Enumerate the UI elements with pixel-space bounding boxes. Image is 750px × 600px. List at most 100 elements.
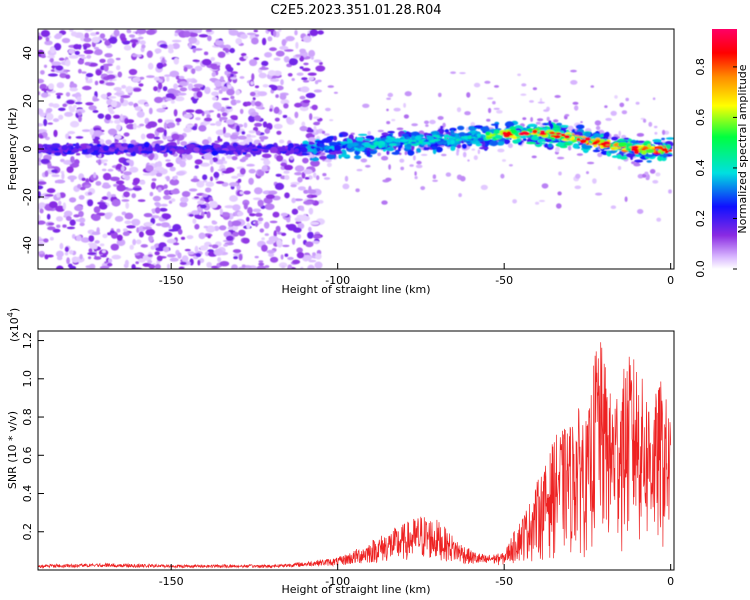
spectrogram-blob (333, 135, 338, 142)
spectrogram-blob (586, 171, 589, 175)
spectrogram-blob (210, 57, 215, 61)
spectrogram-blob (463, 139, 467, 143)
spectrogram-blob (174, 96, 185, 102)
spectrogram-blob (653, 125, 658, 129)
spectrogram-blob (381, 200, 388, 205)
spectrogram-blob (531, 135, 539, 141)
spectrogram-blob (456, 143, 462, 149)
spectrogram-blob (244, 141, 251, 144)
spectrogram-blob (270, 256, 279, 263)
spectrogram-blob (532, 129, 538, 134)
spectrogram-blob (365, 164, 371, 168)
spectrogram-blob (104, 261, 108, 264)
spectrogram-blob (68, 136, 72, 139)
spectrogram-blob (146, 50, 153, 58)
spectrogram-blob (257, 199, 264, 207)
spectrogram-blob (153, 136, 161, 140)
spectrogram-blob (280, 212, 288, 217)
spectrogram-blob (160, 203, 168, 207)
spectrogram-blob (152, 209, 156, 214)
spectrogram-blob (135, 261, 139, 265)
spectrogram-blob (654, 131, 658, 135)
spectrogram-blob (87, 199, 94, 207)
spectrogram-blob (107, 96, 117, 99)
spectrogram-blob (269, 108, 273, 112)
spectrogram-blob (120, 96, 124, 104)
spectrogram-blob (94, 240, 100, 244)
spectrogram-blob (138, 231, 144, 238)
spectrogram-blob (97, 113, 105, 119)
spectrogram-blob (185, 154, 193, 160)
spectrogram-blob (635, 101, 640, 105)
spectrogram-blob (235, 37, 242, 45)
spectrogram-blob (261, 244, 268, 252)
spectrogram-blob (70, 178, 74, 183)
spectrogram-blob (191, 87, 201, 92)
spectrogram-blob (243, 202, 248, 210)
spectrogram-blob (471, 148, 476, 151)
spectrogram-blob (84, 61, 91, 66)
spectrogram-blob (143, 213, 153, 218)
spectrogram-blob (169, 70, 180, 78)
spectrogram-blob (494, 134, 503, 140)
spectrogram-blob (211, 221, 218, 225)
spectrogram-blob (253, 29, 258, 33)
spectrogram-blob (398, 134, 403, 137)
spectrogram-blob (514, 138, 522, 143)
spectrogram-blob (168, 200, 173, 204)
spectrogram-blob (552, 127, 561, 132)
spectrogram-blob (649, 169, 656, 174)
spectrogram-blob (441, 153, 447, 157)
spectrogram-blob (203, 225, 208, 229)
spectrogram-panel: -150 -100 -50 0 -40 -20 0 20 40 Height of strai… (6, 28, 675, 296)
spectrogram-blob (246, 32, 256, 36)
spectrogram-blob (40, 92, 49, 98)
spectrogram-blob (239, 108, 244, 114)
spectrogram-blob (78, 54, 86, 57)
spectrogram-blob (116, 65, 121, 71)
spectrogram-blob (201, 58, 212, 66)
spectrogram-blob (69, 162, 80, 168)
spectrogram-blob (64, 246, 69, 253)
spectrogram-blob (283, 56, 290, 63)
spectrogram-blob (204, 211, 208, 215)
spectrogram-blob (81, 56, 87, 60)
colorbar-tick-label: 0.4 (694, 159, 707, 177)
spectrogram-blob (432, 174, 437, 179)
spectrogram-blob (206, 261, 212, 268)
spectrogram-blob (71, 148, 80, 154)
spectrogram-blob (81, 144, 87, 150)
spectrogram-blob (404, 91, 412, 97)
spectrogram-blob (276, 239, 282, 246)
spectrogram-blob (107, 232, 112, 236)
spectrogram-blob (271, 85, 278, 91)
spectrogram-blob (192, 79, 198, 83)
spectrogram-blob (656, 217, 662, 222)
spectrogram-blob (399, 158, 405, 163)
spectrogram-blob (604, 105, 608, 108)
spectrogram-blob (154, 263, 161, 269)
spectrogram-blob (300, 266, 304, 269)
spectrogram-y-axis-label: Frequency (Hz) (6, 108, 19, 191)
snr-y-tick-label: 1.2 (21, 332, 34, 350)
spectrogram-blob (43, 238, 49, 243)
spectrogram-blob (662, 129, 666, 135)
spectrogram-blob (364, 143, 371, 147)
spectrogram-blob (169, 178, 180, 186)
snr-panel: -150 -100 -50 0 0.2 0.4 0.6 0.8 1.0 1.2 Height o… (6, 308, 675, 596)
spectrogram-blob (242, 237, 250, 244)
spectrogram-blob (621, 110, 628, 115)
spectrogram-blob (202, 139, 210, 146)
snr-x-tick-label: 0 (667, 575, 674, 588)
spectrogram-blob (307, 72, 317, 76)
spectrogram-blob (273, 123, 283, 130)
spectrogram-blob (411, 135, 416, 141)
spectrogram-blob (236, 62, 241, 66)
spectrogram-blob (329, 119, 334, 122)
snr-x-axis-label: Height of straight line (km) (281, 583, 430, 596)
spectrogram-blob (58, 107, 66, 112)
spectrogram-blob (642, 173, 647, 178)
spectrogram-blob (313, 59, 322, 63)
spectrogram-blob (168, 150, 173, 154)
spectrogram-blob (546, 116, 550, 122)
